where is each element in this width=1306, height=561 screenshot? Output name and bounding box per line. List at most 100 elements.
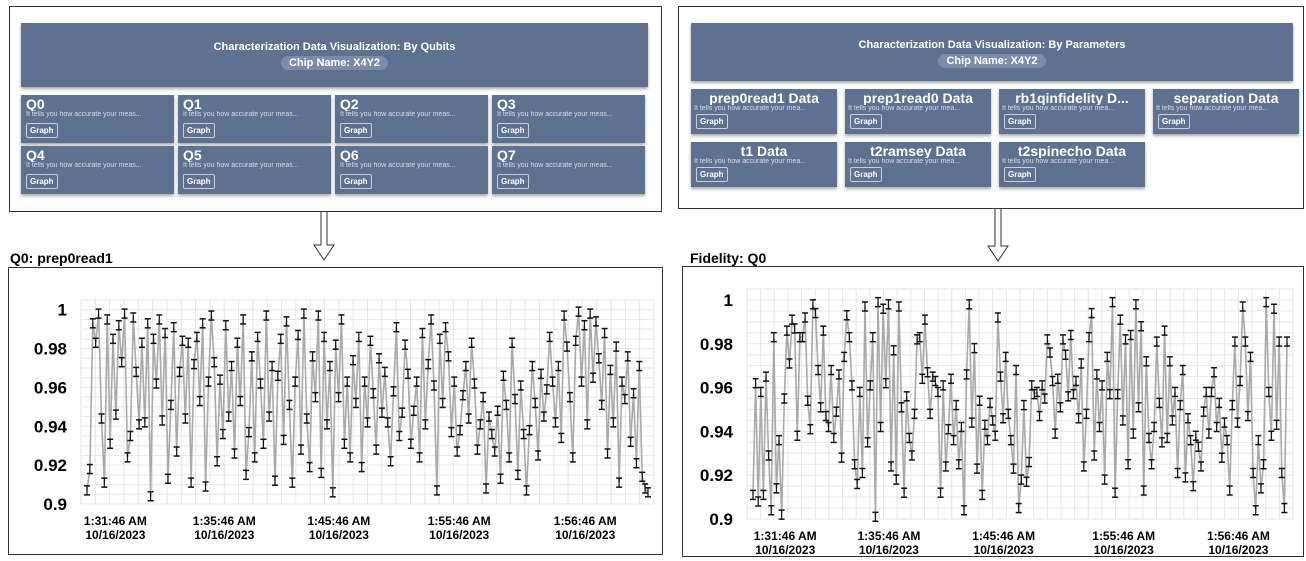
data-point-errorbar xyxy=(1242,336,1249,347)
graph-button[interactable]: Graph xyxy=(340,174,372,189)
right-chart-title: Fidelity: Q0 xyxy=(690,250,767,266)
graph-button[interactable]: Graph xyxy=(340,123,372,138)
data-point-errorbar xyxy=(1099,380,1106,391)
param-card-6: t2ramsey Data It tells you how accurate y… xyxy=(845,142,991,187)
data-point-errorbar xyxy=(1104,351,1111,363)
data-point-errorbar xyxy=(618,376,625,387)
data-point-errorbar xyxy=(1067,329,1074,341)
data-point-errorbar xyxy=(500,370,507,382)
data-point-errorbar xyxy=(491,446,498,457)
data-point-errorbar xyxy=(1065,391,1072,402)
data-point-errorbar xyxy=(601,327,608,339)
data-point-errorbar xyxy=(833,406,840,417)
data-point-errorbar xyxy=(1145,432,1152,444)
data-point-errorbar xyxy=(199,318,206,329)
data-point-errorbar xyxy=(124,452,131,463)
data-point-errorbar xyxy=(1015,502,1022,514)
graph-button[interactable]: Graph xyxy=(183,174,215,189)
graph-button[interactable]: Graph xyxy=(26,174,58,189)
right-chart: 0.9 0.92 0.94 0.96 0.98 1 1:31:46 AM 10/16/2023… xyxy=(682,266,1304,557)
data-point-errorbar xyxy=(1054,373,1061,385)
data-point-errorbar xyxy=(932,375,939,387)
graph-button[interactable]: Graph xyxy=(26,123,58,138)
x-tick-label: 1:35:46 AM xyxy=(193,514,256,528)
data-point-errorbar xyxy=(1161,325,1168,336)
data-point-errorbar xyxy=(783,325,790,336)
data-point-errorbar xyxy=(869,331,876,343)
graph-button[interactable]: Graph xyxy=(696,114,728,129)
data-point-errorbar xyxy=(937,487,944,498)
data-point-errorbar xyxy=(520,428,527,440)
qubit-card-q3: Q3 It tells you how accurate your meas...… xyxy=(492,95,645,143)
graph-button[interactable]: Graph xyxy=(696,167,728,182)
data-point-errorbar xyxy=(947,373,954,385)
data-point-errorbar xyxy=(381,366,388,378)
data-point-errorbar xyxy=(532,397,539,409)
data-point-errorbar xyxy=(488,428,495,440)
data-point-errorbar xyxy=(1216,397,1223,409)
data-point-errorbar xyxy=(825,421,832,433)
data-point-errorbar xyxy=(981,419,988,431)
data-point-errorbar xyxy=(292,376,299,387)
graph-button[interactable]: Graph xyxy=(183,123,215,138)
graph-button[interactable]: Graph xyxy=(1004,167,1036,182)
params-banner: Characterization Data Visualization: By … xyxy=(691,23,1293,81)
graph-button[interactable]: Graph xyxy=(850,167,882,182)
y-tick-label: 0.98 xyxy=(34,340,67,359)
qubit-card-description: It tells you how accurate your meas... xyxy=(26,162,142,169)
data-point-errorbar xyxy=(86,463,93,475)
param-card-name: prep1read0 Data xyxy=(863,90,973,105)
data-point-errorbar xyxy=(364,417,371,428)
data-point-errorbar xyxy=(121,308,128,319)
graph-button[interactable]: Graph xyxy=(1004,114,1036,129)
data-point-errorbar xyxy=(283,316,290,327)
data-point-errorbar xyxy=(503,399,510,411)
graph-button[interactable]: Graph xyxy=(850,114,882,129)
y-tick-label: 0.96 xyxy=(700,379,733,398)
data-point-errorbar xyxy=(208,310,215,321)
data-point-errorbar xyxy=(1049,375,1056,387)
data-point-errorbar xyxy=(630,388,637,399)
data-point-errorbar xyxy=(971,342,978,354)
data-point-errorbar xyxy=(335,391,342,403)
data-point-errorbar xyxy=(263,310,270,321)
data-point-errorbar xyxy=(419,327,426,339)
data-point-errorbar xyxy=(770,331,777,343)
data-point-errorbar xyxy=(885,299,892,310)
data-point-errorbar xyxy=(1112,487,1119,498)
data-point-errorbar xyxy=(598,399,605,411)
data-point-errorbar xyxy=(474,444,481,455)
graph-button[interactable]: Graph xyxy=(1158,114,1190,129)
data-point-errorbar xyxy=(1000,412,1007,424)
data-point-errorbar xyxy=(1083,408,1090,420)
data-point-errorbar xyxy=(1174,467,1181,479)
data-point-errorbar xyxy=(384,417,391,428)
data-point-errorbar xyxy=(173,446,180,457)
qubit-card-q4: Q4 It tells you how accurate your meas...… xyxy=(21,146,174,194)
data-point-errorbar xyxy=(828,364,835,376)
data-point-errorbar xyxy=(906,432,913,444)
data-point-errorbar xyxy=(257,378,264,389)
data-point-errorbar xyxy=(1276,336,1283,347)
y-tick-label: 0.92 xyxy=(700,466,733,485)
data-point-errorbar xyxy=(1268,430,1275,442)
data-point-errorbar xyxy=(633,457,640,469)
graph-button[interactable]: Graph xyxy=(497,123,529,138)
x-tick-label: 1:45:46 AM xyxy=(307,514,370,528)
y-tick-label: 0.94 xyxy=(700,422,734,441)
data-point-errorbar xyxy=(509,337,516,348)
data-point-errorbar xyxy=(627,436,634,448)
data-point-errorbar xyxy=(953,399,960,411)
data-point-errorbar xyxy=(410,405,417,416)
qubit-card-q7: Q7 It tells you how accurate your meas...… xyxy=(492,146,645,194)
data-point-errorbar xyxy=(222,320,229,331)
data-point-errorbar xyxy=(1198,461,1205,472)
graph-button[interactable]: Graph xyxy=(497,174,529,189)
qubit-card-description: It tells you how accurate your meas... xyxy=(183,162,299,169)
data-point-errorbar xyxy=(1093,369,1100,380)
data-point-errorbar xyxy=(950,434,957,446)
data-point-errorbar xyxy=(919,373,926,385)
data-point-errorbar xyxy=(95,308,102,319)
data-point-errorbar xyxy=(835,369,842,380)
y-tick-label: 0.9 xyxy=(709,510,733,529)
